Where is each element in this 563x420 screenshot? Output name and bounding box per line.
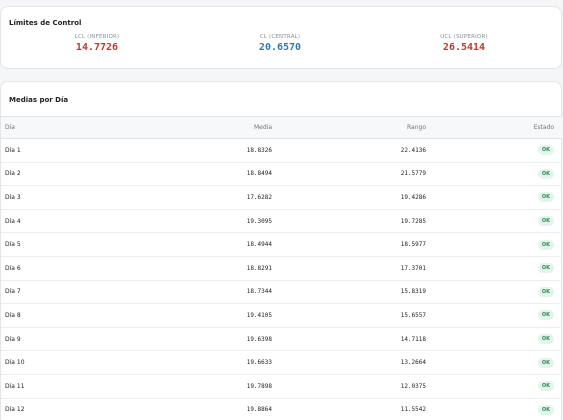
- row-dia: Día 3: [1, 185, 101, 210]
- table-header-row: Día Media Rango Estado: [1, 116, 562, 139]
- row-estado: OK: [426, 398, 562, 420]
- table-row[interactable]: Día 4 19.3095 19.7285 OK: [1, 209, 562, 234]
- row-rango: 15.8319: [272, 280, 426, 305]
- table-row[interactable]: Día 11 19.7898 12.0375 OK: [1, 374, 562, 399]
- ucl-limit: UCL (SUPERIOR) 26.5414: [374, 34, 554, 53]
- row-estado: OK: [426, 209, 562, 234]
- row-dia: Día 5: [1, 232, 101, 257]
- table-row[interactable]: Día 3 17.6282 19.4286 OK: [1, 185, 562, 210]
- row-media: 19.7898: [101, 374, 272, 399]
- status-badge: OK: [537, 310, 554, 321]
- row-media: 19.3095: [101, 209, 272, 234]
- row-rango: 11.5542: [272, 398, 426, 420]
- ucl-label: UCL (SUPERIOR): [440, 34, 488, 40]
- cl-limit: CL (CENTRAL) 20.6570: [190, 34, 370, 53]
- row-estado: OK: [426, 374, 562, 399]
- lcl-label: LCL (INFERIOR): [74, 34, 120, 40]
- column-header-estado[interactable]: Estado: [426, 116, 562, 139]
- row-dia: Día 12: [1, 398, 101, 420]
- row-dia: Día 4: [1, 209, 101, 234]
- column-header-media[interactable]: Media: [101, 116, 272, 139]
- status-badge: OK: [537, 381, 554, 392]
- row-dia: Día 10: [1, 350, 101, 375]
- row-estado: OK: [426, 138, 562, 163]
- cl-label: CL (CENTRAL): [259, 34, 301, 40]
- table-row[interactable]: Día 8 19.4105 15.6557 OK: [1, 303, 562, 328]
- row-estado: OK: [426, 350, 562, 375]
- table-row[interactable]: Día 2 18.8494 21.5779 OK: [1, 162, 562, 187]
- row-rango: 12.0375: [272, 374, 426, 399]
- row-media: 18.4944: [101, 232, 272, 257]
- column-header-dia[interactable]: Día: [1, 116, 101, 139]
- lcl-value: 14.7726: [75, 42, 119, 53]
- row-dia: Día 8: [1, 303, 101, 328]
- row-media: 18.7344: [101, 280, 272, 305]
- row-media: 18.8326: [101, 138, 272, 163]
- ucl-value: 26.5414: [442, 42, 486, 53]
- cl-value: 20.6570: [258, 42, 302, 53]
- status-badge: OK: [537, 239, 554, 250]
- status-badge: OK: [537, 334, 554, 345]
- daily-means-title: Medias por Día: [9, 96, 69, 104]
- table-row[interactable]: Día 7 18.7344 15.8319 OK: [1, 280, 562, 305]
- table-row[interactable]: Día 6 18.8291 17.3701 OK: [1, 256, 562, 281]
- control-limits-card: Límites de Control LCL (INFERIOR) 14.772…: [0, 6, 562, 69]
- row-rango: 21.5779: [272, 162, 426, 187]
- lcl-limit: LCL (INFERIOR) 14.7726: [7, 34, 187, 53]
- status-badge: OK: [537, 145, 554, 156]
- row-rango: 19.7285: [272, 209, 426, 234]
- status-badge: OK: [537, 263, 554, 274]
- row-estado: OK: [426, 327, 562, 352]
- table-row[interactable]: Día 12 19.8864 11.5542 OK: [1, 398, 562, 420]
- row-media: 17.6282: [101, 185, 272, 210]
- table-row[interactable]: Día 10 19.6633 13.2664 OK: [1, 350, 562, 375]
- row-rango: 19.4286: [272, 185, 426, 210]
- row-rango: 14.7118: [272, 327, 426, 352]
- row-rango: 22.4136: [272, 138, 426, 163]
- row-dia: Día 1: [1, 138, 101, 163]
- status-badge: OK: [537, 404, 554, 415]
- row-media: 19.6398: [101, 327, 272, 352]
- daily-means-card: Medias por Día Día Media Rango Estado Dí…: [0, 81, 562, 420]
- daily-means-table: Día Media Rango Estado Día 1 18.8326 22.41…: [1, 116, 562, 420]
- row-media: 19.6633: [101, 350, 272, 375]
- row-rango: 17.3701: [272, 256, 426, 281]
- row-estado: OK: [426, 162, 562, 187]
- row-dia: Día 11: [1, 374, 101, 399]
- row-dia: Día 2: [1, 162, 101, 187]
- status-badge: OK: [537, 357, 554, 368]
- row-estado: OK: [426, 280, 562, 305]
- status-badge: OK: [537, 192, 554, 203]
- column-header-rango[interactable]: Rango: [272, 116, 426, 139]
- row-rango: 13.2664: [272, 350, 426, 375]
- status-badge: OK: [537, 216, 554, 227]
- table-row[interactable]: Día 1 18.8326 22.4136 OK: [1, 138, 562, 163]
- row-rango: 15.6557: [272, 303, 426, 328]
- row-dia: Día 7: [1, 280, 101, 305]
- row-media: 18.8291: [101, 256, 272, 281]
- table-row[interactable]: Día 5 18.4944 18.5977 OK: [1, 232, 562, 257]
- row-dia: Día 9: [1, 327, 101, 352]
- row-media: 19.4105: [101, 303, 272, 328]
- status-badge: OK: [537, 286, 554, 297]
- row-media: 19.8864: [101, 398, 272, 420]
- row-estado: OK: [426, 185, 562, 210]
- row-dia: Día 6: [1, 256, 101, 281]
- row-media: 18.8494: [101, 162, 272, 187]
- control-limits-title: Límites de Control: [9, 19, 82, 27]
- row-estado: OK: [426, 303, 562, 328]
- row-rango: 18.5977: [272, 232, 426, 257]
- row-estado: OK: [426, 256, 562, 281]
- table-row[interactable]: Día 9 19.6398 14.7118 OK: [1, 327, 562, 352]
- row-estado: OK: [426, 232, 562, 257]
- status-badge: OK: [537, 168, 554, 179]
